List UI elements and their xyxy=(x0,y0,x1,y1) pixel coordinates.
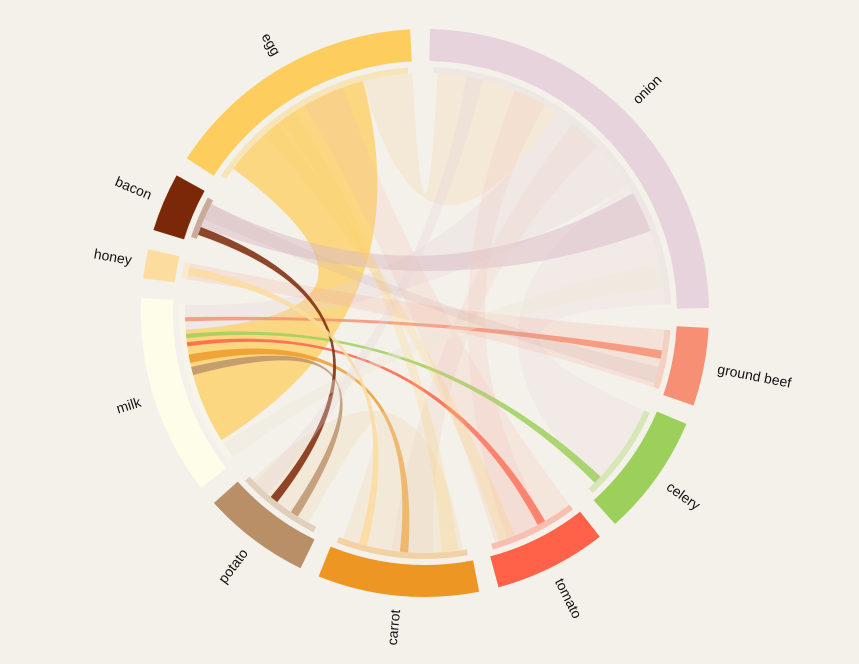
group-label-bacon: bacon xyxy=(113,173,154,203)
group-arc-ground-beef[interactable] xyxy=(663,326,709,406)
chord-onion-milk[interactable] xyxy=(185,111,629,330)
chord-honey-carrot[interactable] xyxy=(187,267,379,546)
inner-ring-ground-beef xyxy=(653,329,671,390)
group-arc-onion[interactable] xyxy=(429,29,709,309)
group-label-ground-beef: ground beef xyxy=(716,361,793,391)
chord-onion-tomato[interactable] xyxy=(467,90,545,539)
group-arc-tomato[interactable] xyxy=(490,511,600,588)
group-label-potato: potato xyxy=(215,545,251,586)
chord-egg-onion[interactable] xyxy=(362,73,556,206)
group-label-honey: honey xyxy=(93,245,133,267)
chord-carrot-potato[interactable] xyxy=(252,410,463,554)
chord-tomato-milk[interactable] xyxy=(186,338,545,525)
group-label-milk: milk xyxy=(114,393,143,416)
chord-milk-onion[interactable] xyxy=(223,263,664,458)
group-arc-layer xyxy=(141,29,709,597)
inner-ring-celery xyxy=(588,410,650,493)
group-arc-potato[interactable] xyxy=(213,481,315,569)
inner-ring-potato xyxy=(245,476,317,533)
inner-ring-bacon xyxy=(191,197,214,239)
chord-onion-bacon[interactable] xyxy=(200,193,651,271)
group-arc-milk[interactable] xyxy=(141,298,227,488)
group-label-carrot: carrot xyxy=(384,609,403,646)
inner-ring-tomato xyxy=(491,504,574,550)
group-arc-egg[interactable] xyxy=(186,29,412,176)
chord-egg-carrot[interactable] xyxy=(280,111,459,553)
chord-onion-celery[interactable] xyxy=(517,185,665,483)
group-arc-carrot[interactable] xyxy=(318,546,480,597)
chord-onion-carrot[interactable] xyxy=(391,123,598,554)
inner-ring-carrot xyxy=(336,537,468,559)
group-label-tomato: tomato xyxy=(552,576,586,622)
group-label-celery: celery xyxy=(664,478,704,513)
chord-potato-milk[interactable] xyxy=(191,355,343,517)
group-arc-bacon[interactable] xyxy=(153,175,205,240)
group-arc-honey[interactable] xyxy=(143,249,180,283)
chord-ground-beef-milk[interactable] xyxy=(185,316,663,359)
chord-onion-potato[interactable] xyxy=(255,76,484,495)
group-label-egg: egg xyxy=(259,30,285,58)
group-arc-celery[interactable] xyxy=(593,411,687,525)
chord-bacon-ground-beef[interactable] xyxy=(204,204,659,384)
chord-egg-tomato[interactable] xyxy=(264,123,515,542)
chord-layer xyxy=(179,67,671,559)
inner-ring-milk xyxy=(179,304,234,462)
group-label-onion: onion xyxy=(629,71,665,107)
chord-tomato-egg[interactable] xyxy=(305,87,570,543)
inner-ring-honey xyxy=(181,261,191,280)
